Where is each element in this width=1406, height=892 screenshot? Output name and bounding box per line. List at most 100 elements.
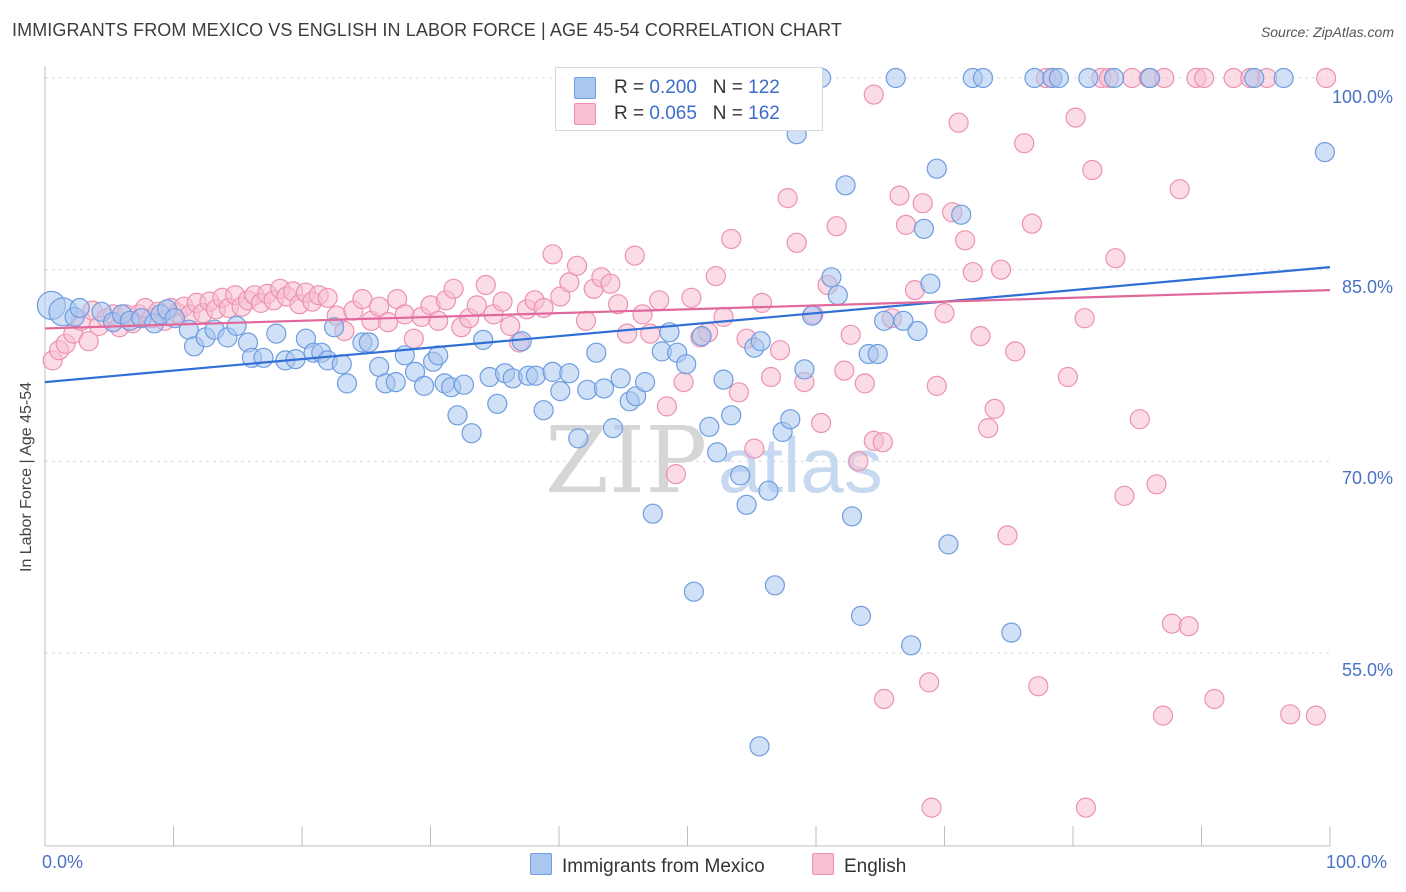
mexico-point [873,310,895,331]
mexico-point [164,308,185,329]
english-point [1005,341,1026,362]
series-label-mexico: Immigrants from Mexico [562,856,765,877]
english-point [378,312,399,333]
english-point [840,324,861,345]
english-point [1014,133,1035,154]
mexico-point [730,465,751,486]
english-point [369,296,390,317]
y-tick-label-70: 70.0% [1341,468,1393,488]
english-point [1114,485,1135,506]
mexico-point [253,347,274,368]
mexico-point [794,359,815,380]
english-point [926,375,947,396]
english-point [466,295,487,316]
mexico-point [841,506,863,527]
english-point [1146,474,1167,495]
english-point [760,366,782,388]
english-point [1315,67,1337,89]
english-point [624,245,645,266]
english-point [566,255,588,276]
english-point [78,331,99,352]
mexico-point [867,343,888,365]
mexico-point [533,400,554,421]
english-point [492,291,513,312]
mexico-point [602,418,624,439]
mexico-point [913,218,935,239]
english-point [705,266,726,287]
mexico-point [676,354,697,375]
mexico-point [1078,67,1099,89]
mexico-point [801,305,823,326]
english-point [1193,67,1215,89]
english-point [777,188,798,209]
mexico-point [920,273,941,294]
mexico-point [699,416,720,437]
mexico-point [428,345,449,366]
english-point [1161,613,1183,634]
y-tick-label-85: 85.0% [1341,277,1393,297]
english-point [607,294,629,315]
english-point [542,244,563,265]
mexico-point [625,386,647,407]
english-point [786,232,807,253]
mexico-point [749,736,770,757]
english-point [500,315,521,336]
english-point [834,360,855,381]
mexico-point [511,331,532,352]
mexico-point [938,534,959,555]
english-point [1065,107,1086,128]
series-legend-english: English [812,853,906,878]
english-point [873,688,895,710]
mexico-point [559,363,580,384]
english-point [1075,797,1097,818]
mexico-point [642,503,663,524]
english-point [895,214,917,235]
x-tick-label-0: 0.0% [42,852,84,872]
english-trend-line [44,289,1331,330]
mexico-point [821,267,842,288]
mexico-point [385,372,406,393]
english-point [632,304,653,325]
english-point [954,230,976,251]
english-point [443,278,464,299]
mexico-point [550,381,571,402]
english-point [744,438,765,459]
english-point [848,451,869,472]
english-point [559,272,580,293]
english-point [912,193,933,214]
mexico-point [487,393,508,414]
mexico-point [1024,67,1045,89]
english-point [394,304,415,325]
english-point [769,340,791,361]
mexico-point [473,329,494,350]
mexico-point [586,342,607,363]
source-label: Source: ZipAtlas.com [1260,24,1394,40]
mexico-point [736,494,757,515]
legend-r-label-blue: R = [614,77,650,98]
mexico-point [1001,622,1022,643]
english-point [810,412,832,434]
mexico-point [885,67,906,89]
x-tick-label-1: 100.0% [1326,852,1388,872]
english-point [550,286,571,307]
mexico-point [1139,67,1161,89]
mexico-point [1273,67,1294,89]
mexico-point [331,354,352,375]
english-point [1178,616,1199,637]
english-point [713,306,734,327]
english-point [962,262,983,283]
correlation-legend: R = 0.200 N = 122 R = 0.065 N = 162 [555,67,823,131]
english-point [854,373,875,394]
legend-n-value-pink: 162 [748,103,780,124]
legend-n-value-blue: 122 [748,77,780,98]
mexico-point [691,326,712,347]
english-point [1082,159,1103,181]
mexico-point [610,368,631,389]
legend-r-label-pink: R = [614,103,650,124]
legend-r-value-blue: 0.200 [649,77,697,98]
english-point [616,323,638,344]
english-point [1074,308,1095,329]
english-point [970,326,991,347]
english-point [826,216,847,237]
